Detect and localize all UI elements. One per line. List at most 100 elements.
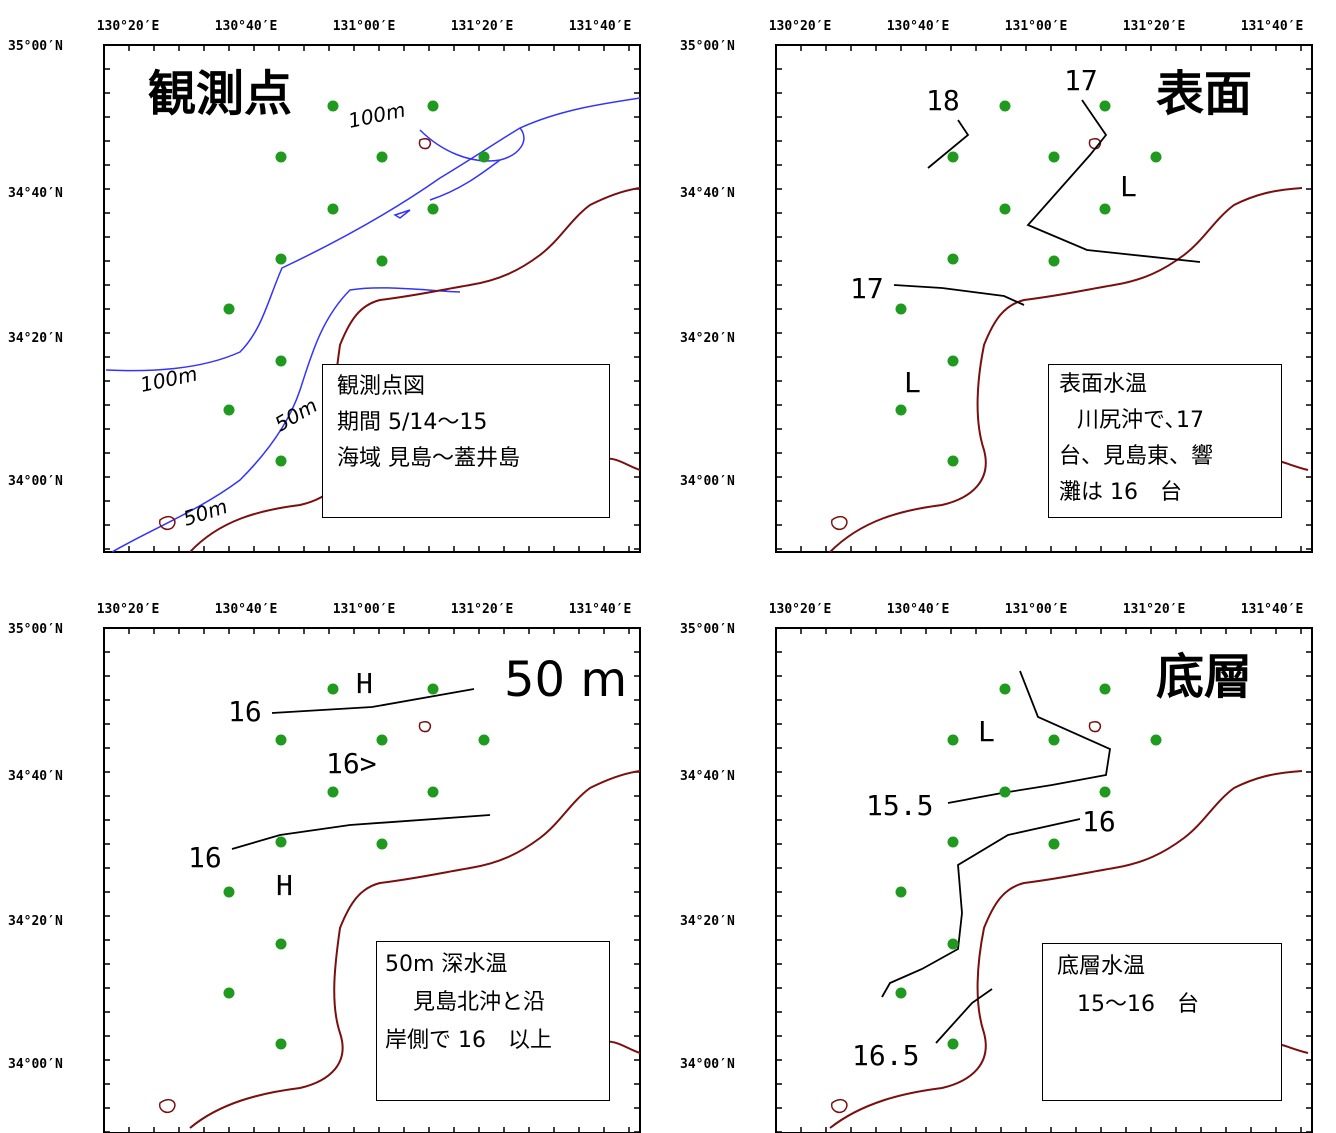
station-dot: [223, 404, 235, 416]
station-dot: [427, 683, 439, 695]
map-bottom-svg: 130°20′E 130°40′E 131°00′E 131°20′E 131°40′E…: [680, 602, 1313, 1133]
lon-tick-label: 130°40′E: [215, 19, 278, 34]
lon-tick-label: 131°40′E: [569, 602, 632, 617]
isobath-label: 100m: [138, 361, 199, 396]
info-box: 50m 深水温 見島北沖と沿 岸側で 16 以上: [376, 941, 610, 1101]
lon-tick-label: 131°20′E: [1123, 19, 1186, 34]
station-dot: [947, 938, 959, 950]
lat-tick-label: 34°00′N: [8, 474, 63, 489]
station-points: [895, 683, 1162, 1050]
station-dot: [223, 987, 235, 999]
station-points: [223, 100, 490, 467]
station-dot: [1048, 255, 1060, 267]
map-50m-svg: 130°20′E 130°40′E 131°00′E 131°20′E 131°40′E…: [8, 602, 641, 1133]
panel-title: 底層: [1156, 649, 1253, 705]
station-dot: [427, 203, 439, 215]
isobath-label: 50m: [180, 494, 230, 531]
map-axes: 130°20′E 130°40′E 131°00′E 131°20′E 131°40′E…: [680, 602, 1313, 1133]
info-line: 50m 深水温: [385, 952, 508, 977]
station-dot: [1048, 838, 1060, 850]
panel-title: 観測点: [148, 66, 293, 122]
lon-tick-label: 131°00′E: [1005, 19, 1068, 34]
map-frame: [103, 44, 641, 553]
info-line: 表面水温: [1059, 372, 1148, 397]
lon-tick-label: 130°40′E: [887, 19, 950, 34]
lat-tick-label: 35°00′N: [8, 39, 63, 54]
isotherm-label: 16: [228, 695, 262, 728]
isotherm-label: 17: [1064, 64, 1098, 97]
station-points: [223, 683, 490, 1050]
info-line: 観測点図: [337, 374, 426, 399]
info-line: 川尻沖で､17: [1077, 408, 1204, 433]
map-panel-50m: 130°20′E 130°40′E 131°00′E 131°20′E 131°40′E…: [0, 583, 668, 1133]
lon-tick-label: 130°20′E: [97, 19, 160, 34]
map-surface-svg: 130°20′E 130°40′E 131°00′E 131°20′E 131°40′E…: [680, 19, 1313, 553]
station-dot: [947, 355, 959, 367]
lat-tick-label: 35°00′N: [8, 622, 63, 637]
station-dot: [275, 355, 287, 367]
station-dot: [478, 151, 490, 163]
station-dot: [275, 1038, 287, 1050]
isotherm-label: 18: [926, 84, 960, 117]
lon-tick-label: 130°20′E: [97, 602, 160, 617]
station-dot: [327, 100, 339, 112]
map-frame: [103, 627, 641, 1133]
info-line: 台、見島東、響: [1059, 444, 1214, 469]
map-frame: [775, 627, 1313, 1133]
isotherm-label: 16.5: [852, 1039, 919, 1072]
station-dot: [947, 151, 959, 163]
station-dot: [1048, 734, 1060, 746]
info-line: 岸側で 16 以上: [385, 1028, 552, 1053]
station-dot: [327, 786, 339, 798]
lat-tick-label: 34°20′N: [680, 331, 735, 346]
map-panel-surface: 130°20′E 130°40′E 131°00′E 131°20′E 131°40′E…: [672, 0, 1336, 566]
isobath-label: 100m: [346, 97, 407, 132]
map-panel-bottom: 130°20′E 130°40′E 131°00′E 131°20′E 131°40′E…: [672, 583, 1336, 1133]
station-dot: [895, 886, 907, 898]
high-marker: H: [276, 869, 293, 902]
station-dot: [376, 838, 388, 850]
lon-tick-label: 131°40′E: [1241, 19, 1304, 34]
lat-tick-label: 34°40′N: [680, 186, 735, 201]
low-marker: L: [904, 366, 921, 399]
map-frame: [775, 44, 1313, 553]
station-dot: [275, 734, 287, 746]
station-dot: [478, 734, 490, 746]
lon-tick-label: 131°00′E: [333, 19, 396, 34]
station-dot: [427, 786, 439, 798]
high-marker: H: [356, 667, 373, 700]
info-box: 表面水温 川尻沖で､17 台、見島東、響 灘は 16 台: [1048, 364, 1282, 518]
map-panel-stations: 130°20′E 130°40′E 131°00′E 131°20′E 131°40′E…: [0, 0, 668, 566]
lat-tick-label: 34°00′N: [680, 1057, 735, 1072]
panel-title: 表面: [1156, 66, 1253, 122]
station-dot: [327, 203, 339, 215]
station-dot: [1099, 683, 1111, 695]
station-dot: [947, 836, 959, 848]
lon-tick-label: 130°40′E: [215, 602, 278, 617]
station-dot: [1150, 151, 1162, 163]
info-box: 観測点図 期間 5/14～15 海域 見島～蓋井島: [322, 364, 610, 518]
station-dot: [999, 203, 1011, 215]
lon-tick-label: 131°40′E: [1241, 602, 1304, 617]
lon-tick-label: 130°20′E: [769, 602, 832, 617]
isotherm-labels: 16 16 16> H H: [188, 667, 377, 902]
station-dot: [947, 455, 959, 467]
station-dot: [895, 987, 907, 999]
isotherm-lines: [893, 99, 1201, 306]
low-marker: L: [1120, 170, 1137, 203]
isotherm-label: 16: [1082, 805, 1116, 838]
lat-tick-label: 35°00′N: [680, 622, 735, 637]
lat-tick-label: 34°40′N: [680, 769, 735, 784]
station-dot: [1099, 786, 1111, 798]
isotherm-labels: 15.5 16 16.5 L: [852, 715, 1116, 1072]
lat-tick-label: 34°00′N: [8, 1057, 63, 1072]
station-dot: [427, 100, 439, 112]
isotherm-labels: 18 17 17 L L: [850, 64, 1137, 399]
station-dot: [223, 303, 235, 315]
station-dot: [327, 683, 339, 695]
panel-title: 50 m: [504, 652, 628, 708]
station-dot: [275, 836, 287, 848]
station-dot: [1048, 151, 1060, 163]
lon-tick-label: 131°00′E: [1005, 602, 1068, 617]
station-dot: [947, 253, 959, 265]
